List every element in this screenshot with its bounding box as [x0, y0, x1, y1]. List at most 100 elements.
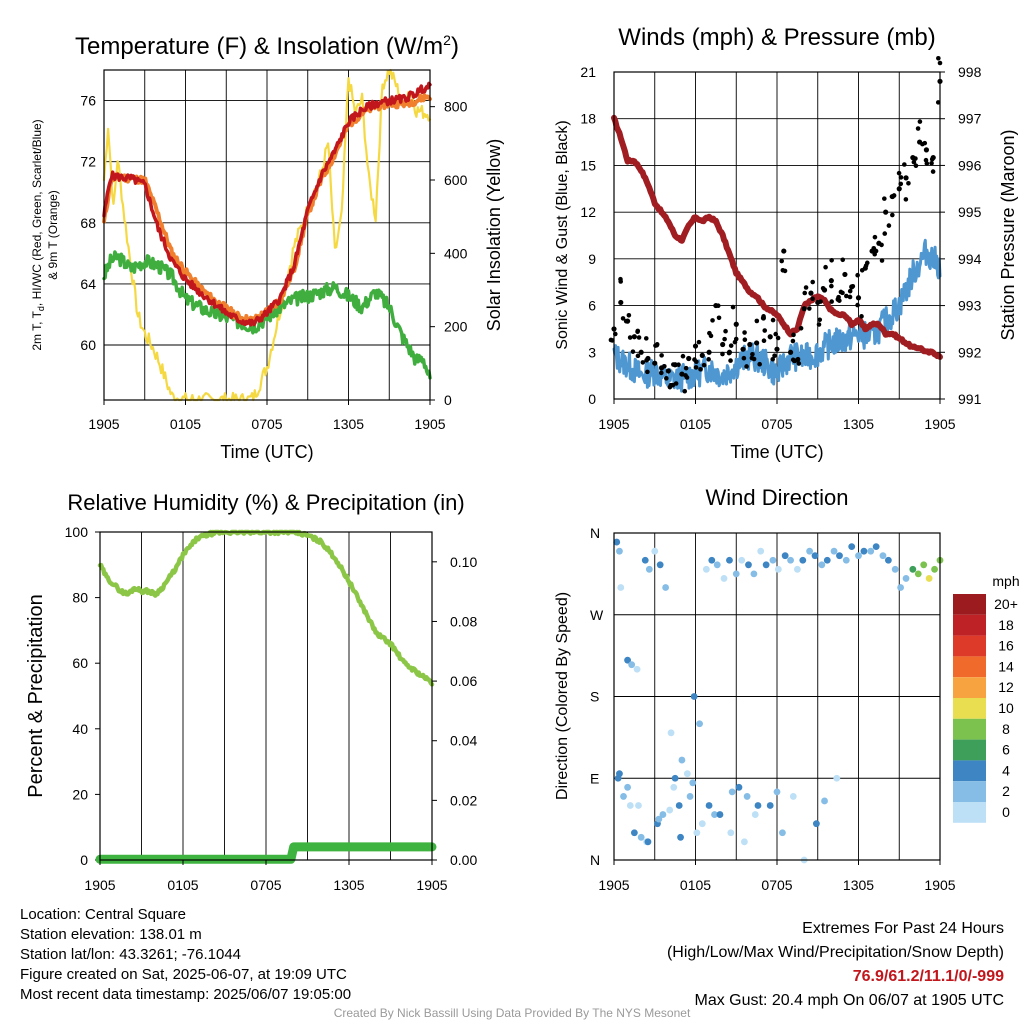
gust-point: [879, 258, 885, 263]
direction-point: [779, 829, 786, 837]
gust-point: [659, 353, 664, 358]
gust-point: [701, 362, 707, 368]
chart-title-winds: Winds (mph) & Pressure (mb): [618, 24, 935, 51]
x-tick-label: 1305: [333, 877, 364, 893]
direction-point: [662, 584, 670, 591]
gust-point: [728, 358, 733, 363]
gust-point: [707, 330, 712, 336]
gust-point: [640, 360, 646, 365]
x-axis-label: Time (UTC): [730, 442, 823, 462]
direction-point: [738, 556, 746, 564]
legend-swatch: [953, 656, 986, 678]
gust-point: [692, 343, 699, 349]
gust-point: [664, 376, 669, 381]
x-tick-label: 1305: [843, 877, 874, 893]
direction-point: [909, 565, 917, 573]
direction-point: [708, 556, 716, 564]
legend-label: 10: [998, 700, 1014, 716]
direction-point: [693, 829, 701, 837]
direction-point: [823, 556, 831, 564]
y-right-tick-label: 0.08: [450, 613, 477, 629]
gust-point: [792, 358, 797, 364]
legend-label: 6: [1002, 742, 1010, 758]
y-right-tick-label: 400: [444, 245, 468, 261]
direction-point: [675, 802, 683, 809]
gust-point: [618, 299, 624, 306]
gust-point: [732, 339, 738, 345]
direction-point: [891, 565, 899, 573]
gust-point: [747, 341, 753, 348]
max-gust-text: Max Gust: 20.4 mph On 06/07 at 1905 UTC: [694, 992, 1005, 1009]
gust-point: [652, 360, 658, 366]
direction-point: [702, 565, 710, 573]
y-right-tick-label: 0: [444, 392, 452, 408]
y-tick-label: 68: [80, 215, 96, 231]
direction-point: [720, 575, 728, 582]
direction-point: [897, 584, 905, 591]
y-right-tick-label: 996: [958, 157, 982, 173]
gust-point: [790, 338, 796, 344]
gust-point: [829, 283, 834, 289]
gust-point: [618, 276, 623, 282]
gust-point: [623, 318, 629, 324]
y-right-tick-label: 0.00: [450, 852, 477, 868]
gust-point: [742, 330, 747, 335]
gust-point: [631, 334, 637, 340]
x-tick-label: 1905: [84, 877, 115, 893]
y-tick-label: N: [590, 525, 600, 541]
gust-point: [903, 175, 909, 181]
direction-point: [818, 561, 826, 569]
gust-point: [898, 175, 904, 180]
legend-swatch: [953, 781, 986, 802]
direction-point: [686, 793, 694, 800]
gust-point: [917, 119, 923, 124]
gust-point: [829, 257, 834, 263]
gust-point: [889, 194, 895, 199]
y-tick-label: 0: [80, 852, 88, 868]
extremes-subtitle: (High/Low/Max Wind/Precipitation/Snow De…: [666, 944, 1004, 961]
gust-point: [798, 325, 804, 331]
gust-point: [842, 271, 848, 278]
direction-point: [860, 547, 868, 555]
y-tick-label: 0: [588, 391, 596, 407]
gust-point: [913, 156, 918, 161]
direction-point: [774, 565, 782, 573]
station-info: Location: Central Square Station elevati…: [20, 905, 351, 1005]
direction-point: [626, 802, 634, 809]
gust-point: [676, 362, 681, 368]
x-tick-label: 1305: [843, 416, 874, 432]
gust-point: [808, 290, 814, 296]
y-tick-label: 80: [72, 590, 88, 606]
direction-point: [855, 552, 862, 560]
direction-point: [931, 565, 938, 573]
gust-point: [902, 162, 907, 167]
direction-point: [628, 661, 636, 669]
gust-point: [818, 299, 823, 304]
gust-point: [810, 296, 815, 302]
gust-point: [699, 352, 705, 358]
gust-point: [679, 371, 685, 377]
direction-point: [833, 774, 841, 782]
direction-point: [867, 547, 875, 555]
gust-point: [782, 268, 788, 274]
gust-point: [742, 337, 748, 343]
y-right-tick-label: 998: [958, 64, 982, 80]
direction-point: [787, 556, 794, 564]
gust-point: [840, 257, 846, 263]
gust-point: [821, 287, 827, 292]
gust-point: [937, 60, 943, 66]
gust-point: [915, 126, 921, 131]
legend-label: 2: [1002, 783, 1010, 799]
direction-point: [641, 556, 649, 564]
gust-point: [801, 306, 807, 312]
direction-point: [914, 570, 922, 578]
x-axis-label: Time (UTC): [220, 442, 313, 462]
legend-label: 8: [1002, 721, 1010, 737]
direction-point: [656, 561, 664, 569]
legend-label: 18: [998, 617, 1014, 633]
temperature-2m-line: [102, 81, 432, 327]
gust-point: [913, 163, 919, 169]
direction-point: [920, 561, 928, 569]
legend-label: 0: [1002, 804, 1010, 820]
